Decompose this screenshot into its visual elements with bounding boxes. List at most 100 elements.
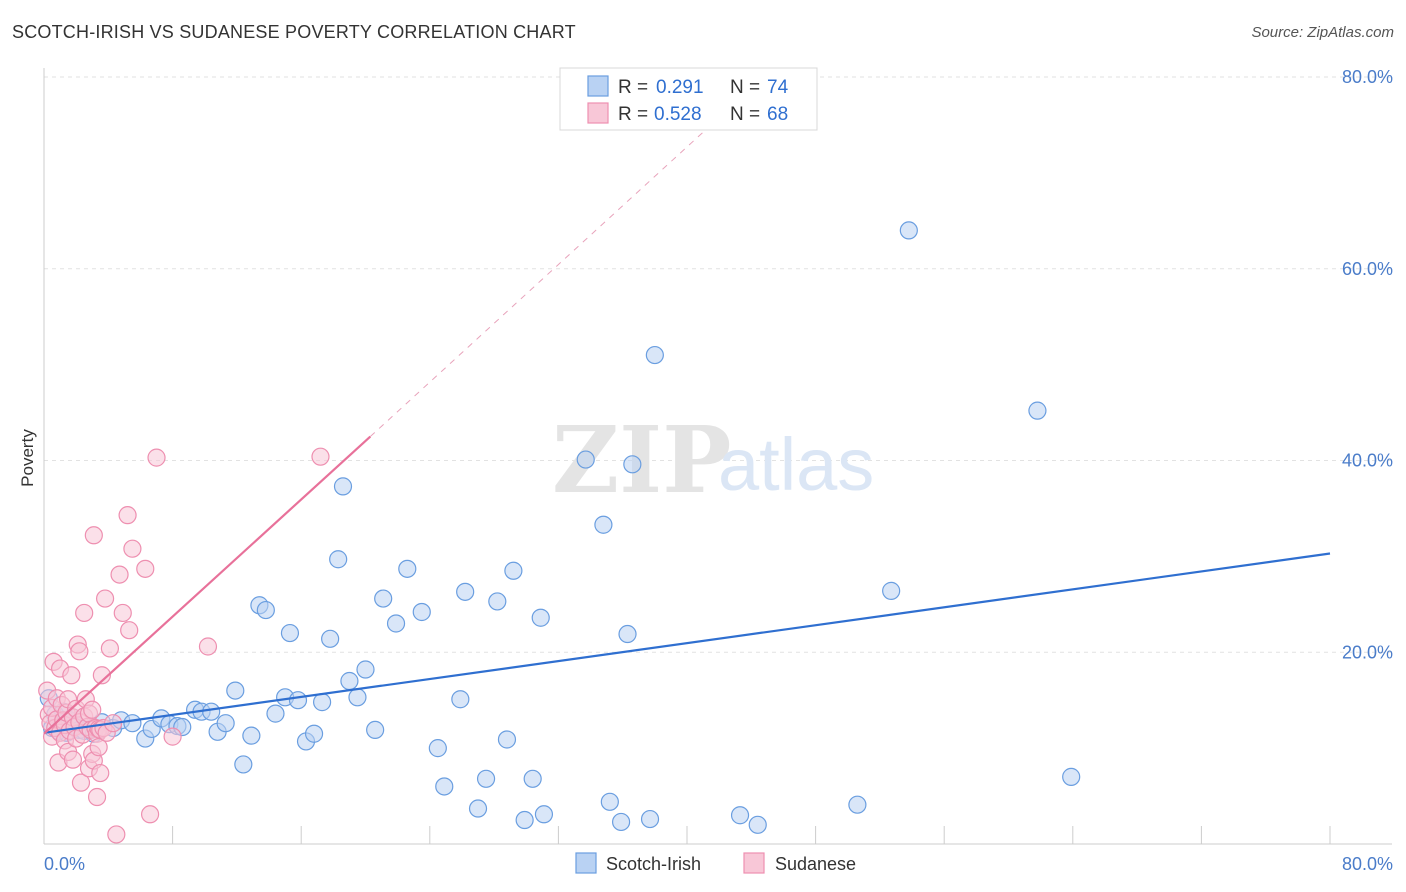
point-scotch-irish-33 [256, 600, 275, 620]
point-scotch-irish-44 [340, 671, 359, 691]
point-sudanese-61 [136, 559, 155, 578]
point-sudanese-60 [123, 539, 142, 558]
point-scotch-irish-64 [534, 805, 554, 824]
point-sudanese-64 [163, 727, 182, 746]
point-scotch-irish-62 [523, 769, 542, 788]
point-scotch-irish-31 [242, 726, 261, 745]
legend-r-value-1: 0.291 [656, 77, 704, 98]
watermark-atlas: atlas [718, 423, 874, 506]
point-scotch-irish-48 [374, 589, 393, 608]
point-sudanese-65 [198, 637, 218, 656]
y-tick-label-2: 60.0% [1342, 259, 1393, 279]
point-sudanese-20 [62, 666, 81, 685]
trend-line-scotch-irish [43, 552, 1331, 734]
gridlines [44, 76, 1392, 653]
point-sudanese-51 [95, 589, 115, 608]
point-scotch-irish-39 [304, 724, 324, 743]
point-scotch-irish-17 [123, 714, 142, 733]
point-scotch-irish-45 [348, 688, 367, 707]
stats-legend: R = 0.291 N = 74 R = 0.528 N = 68 [559, 67, 818, 131]
point-scotch-irish-60 [504, 561, 523, 580]
point-scotch-irish-26 [202, 702, 221, 721]
point-scotch-irish-61 [515, 810, 534, 830]
legend-r-label-1: R = [618, 77, 648, 98]
point-sudanese-29 [71, 773, 91, 792]
point-scotch-irish-77 [899, 221, 918, 240]
point-scotch-irish-29 [226, 681, 245, 700]
point-scotch-irish-71 [640, 809, 660, 829]
legend-swatch-scotch-irish [587, 75, 609, 97]
point-scotch-irish-67 [600, 792, 619, 811]
point-sudanese-55 [107, 825, 126, 844]
point-scotch-irish-68 [611, 812, 631, 832]
point-scotch-irish-30 [234, 755, 253, 774]
point-sudanese-58 [118, 506, 137, 525]
point-scotch-irish-78 [1028, 401, 1047, 420]
point-sudanese-49 [92, 666, 111, 685]
point-sudanese-47 [91, 763, 110, 783]
point-scotch-irish-55 [456, 582, 475, 601]
point-scotch-irish-47 [366, 720, 385, 740]
y-tick-label-1: 40.0% [1342, 451, 1393, 471]
point-sudanese-28 [70, 642, 89, 661]
legend-r-label-2: R = [618, 104, 648, 125]
series-legend: Scotch-Irish Sudanese [575, 852, 856, 874]
point-sudanese-59 [120, 621, 139, 640]
point-scotch-irish-46 [356, 660, 375, 679]
legend-swatch-sudanese [587, 102, 609, 124]
point-sudanese-53 [100, 639, 120, 658]
legend-n-label-2: N = [730, 104, 760, 125]
point-scotch-irish-65 [576, 450, 595, 469]
point-scotch-irish-72 [645, 345, 664, 365]
trend-lines [43, 105, 1331, 735]
legend-n-value-2: 68 [767, 104, 788, 125]
point-scotch-irish-57 [476, 769, 496, 788]
legend-n-value-1: 74 [767, 77, 789, 98]
data-points [38, 221, 1081, 844]
point-sudanese-31 [75, 603, 94, 623]
bottom-swatch-scotch-irish [575, 852, 597, 874]
bottom-legend-sudanese: Sudanese [775, 854, 856, 874]
point-scotch-irish-43 [333, 477, 353, 496]
legend-n-label-1: N = [730, 77, 760, 98]
point-sudanese-40 [84, 526, 103, 545]
trend-extension-sudanese [369, 105, 733, 437]
point-scotch-irish-28 [216, 714, 235, 733]
point-scotch-irish-70 [623, 455, 642, 474]
point-scotch-irish-76 [882, 581, 901, 600]
source-credit: Source: ZipAtlas.com [1251, 24, 1394, 41]
point-scotch-irish-52 [428, 739, 447, 758]
point-scotch-irish-37 [288, 691, 308, 710]
point-scotch-irish-69 [618, 624, 637, 644]
x-tick-label-max: 80.0% [1342, 854, 1393, 874]
y-axis-label: Poverty [18, 429, 37, 487]
point-scotch-irish-53 [435, 777, 454, 796]
point-scotch-irish-79 [1062, 767, 1081, 786]
point-scotch-irish-50 [398, 559, 417, 578]
tick-labels: 20.0% 40.0% 60.0% 80.0% 0.0% 80.0% [44, 67, 1393, 874]
point-scotch-irish-36 [280, 623, 300, 643]
point-scotch-irish-56 [468, 799, 488, 818]
bottom-legend-scotch-irish: Scotch-Irish [606, 854, 701, 874]
point-sudanese-43 [87, 787, 107, 807]
point-sudanese-57 [113, 603, 132, 623]
point-scotch-irish-42 [329, 550, 348, 569]
point-scotch-irish-66 [594, 515, 613, 534]
point-scotch-irish-74 [748, 815, 767, 834]
point-sudanese-66 [311, 447, 330, 466]
point-scotch-irish-49 [386, 614, 406, 633]
point-scotch-irish-41 [321, 629, 340, 648]
y-tick-label-0: 20.0% [1342, 642, 1393, 662]
point-scotch-irish-34 [266, 704, 285, 723]
point-scotch-irish-73 [730, 806, 750, 825]
point-scotch-irish-63 [531, 608, 550, 627]
point-sudanese-22 [63, 750, 83, 769]
trend-line-sudanese [43, 435, 372, 735]
point-sudanese-56 [110, 565, 129, 584]
point-sudanese-63 [147, 448, 166, 467]
point-scotch-irish-51 [412, 602, 431, 622]
point-scotch-irish-40 [312, 693, 332, 712]
x-tick-label-min: 0.0% [44, 854, 85, 874]
point-sudanese-62 [140, 805, 160, 824]
